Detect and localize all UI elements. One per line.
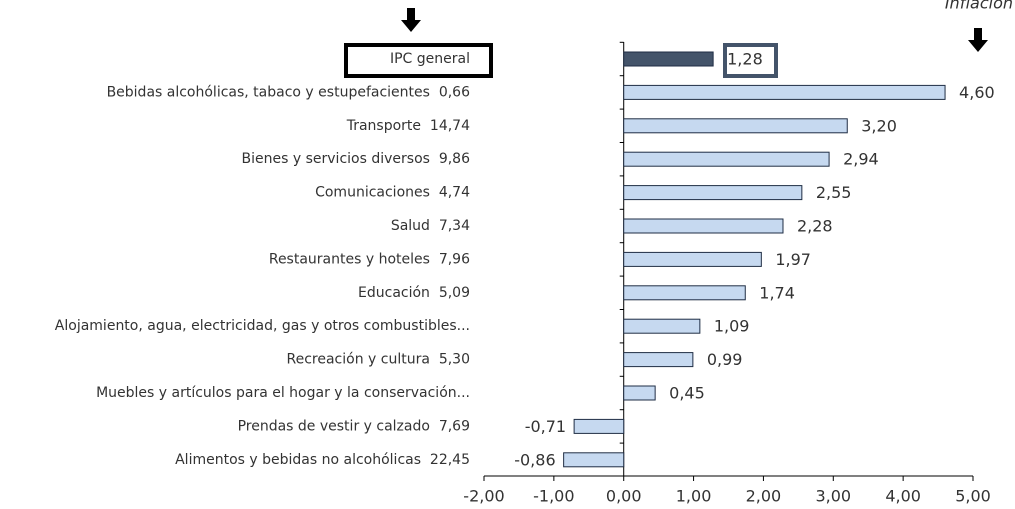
y-tick-label: Prendas de vestir y calzado 7,69 — [238, 418, 470, 434]
y-tick-label: Alojamiento, agua, electricidad, gas y o… — [55, 318, 470, 334]
bar — [623, 318, 701, 334]
bar — [623, 218, 784, 234]
value-label: 0,99 — [707, 350, 743, 369]
x-tick-label: 5,00 — [955, 487, 991, 506]
bar — [623, 84, 946, 100]
y-tick-label: Restaurantes y hoteles 7,96 — [269, 251, 470, 267]
bar — [623, 352, 694, 368]
value-label: 2,55 — [816, 183, 852, 202]
bar — [623, 51, 714, 67]
value-label: -0,86 — [514, 450, 555, 469]
y-tick-label: IPC general — [390, 51, 470, 67]
x-tick-label: 4,00 — [885, 487, 921, 506]
value-label: 1,09 — [714, 317, 750, 336]
x-tick-label: 2,00 — [746, 487, 782, 506]
highlight-box — [723, 43, 778, 78]
y-tick-label: Transporte 14,74 — [346, 118, 470, 134]
value-label: 2,28 — [797, 217, 833, 236]
value-label: 3,20 — [861, 116, 897, 135]
bar — [623, 285, 746, 301]
value-label: 1,97 — [775, 250, 811, 269]
x-tick-label: -2,00 — [463, 487, 504, 506]
bar — [563, 452, 625, 468]
y-tick-label: Recreación y cultura 5,30 — [287, 352, 471, 368]
value-label: 0,45 — [669, 384, 705, 403]
highlight-box — [344, 43, 493, 78]
y-tick-label: Alimentos y bebidas no alcohólicas 22,45 — [175, 452, 470, 468]
x-tick-label: -1,00 — [533, 487, 574, 506]
bar — [573, 418, 625, 434]
bar — [623, 185, 803, 201]
bar — [623, 118, 848, 134]
y-tick-label: Bebidas alcohólicas, tabaco y estupefaci… — [107, 84, 471, 100]
value-label: 2,94 — [843, 150, 879, 169]
x-tick-label: 0,00 — [606, 487, 642, 506]
y-tick-label: Muebles y artículos para el hogar y la c… — [96, 385, 470, 401]
value-label: -0,71 — [525, 417, 566, 436]
x-tick-label: 3,00 — [815, 487, 851, 506]
value-label: 1,28 — [727, 50, 763, 69]
annotation: Inflación — [945, 0, 1013, 13]
y-tick-label: Salud 7,34 — [391, 218, 470, 234]
arrow-icon — [401, 8, 421, 32]
value-label: 1,74 — [759, 283, 795, 302]
value-label: 4,60 — [959, 83, 995, 102]
x-tick-label: 1,00 — [676, 487, 712, 506]
y-tick-label: Comunicaciones 4,74 — [315, 185, 470, 201]
y-tick-label: Bienes y servicios diversos 9,86 — [242, 151, 471, 167]
y-tick-label: Educación 5,09 — [358, 285, 470, 301]
bar — [623, 251, 762, 267]
bar — [623, 385, 656, 401]
arrow-icon — [968, 28, 988, 52]
bar — [623, 151, 830, 167]
